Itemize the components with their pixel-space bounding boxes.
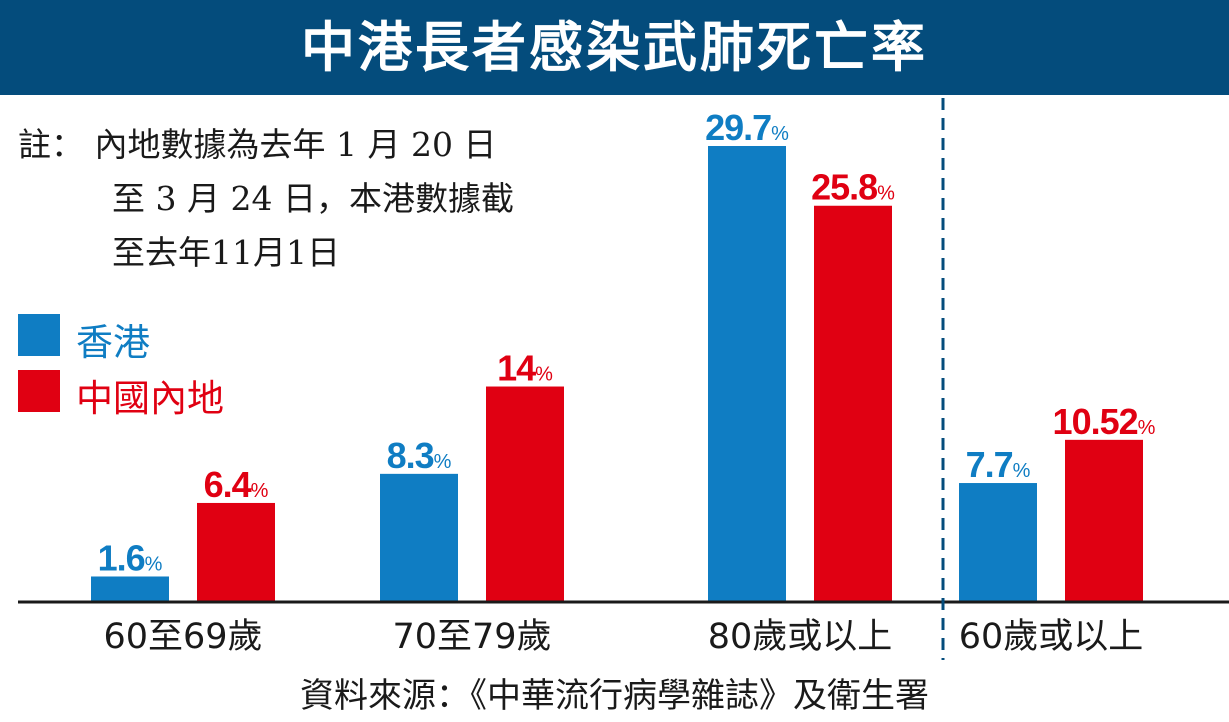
bar-mainland-1	[486, 386, 564, 601]
legend-label-hong-kong: 香港	[76, 321, 150, 364]
note-line-3: 至去年11月1日	[112, 233, 340, 272]
bar-hong-kong-2	[708, 146, 786, 601]
legend-swatch-mainland	[18, 370, 60, 412]
bar-mainland-3	[1065, 439, 1143, 601]
data-label-hong-kong-0: 1.6%	[98, 537, 163, 578]
x-tick-label-1: 70至79歲	[392, 617, 551, 657]
note-line-1: 註： 內地數據為去年 1 月 20 日	[18, 125, 497, 164]
x-tick-label-0: 60至69歲	[103, 617, 262, 657]
data-label-mainland-0: 6.4%	[204, 464, 269, 505]
data-label-hong-kong-1: 8.3%	[387, 435, 452, 476]
note-line-2: 至 3 月 24 日，本港數據截	[112, 179, 514, 218]
data-label-mainland-3: 10.52%	[1053, 401, 1156, 442]
x-tick-label-2: 80歲或以上	[708, 617, 893, 657]
bar-hong-kong-3	[959, 483, 1037, 601]
data-label-hong-kong-2: 29.7%	[705, 107, 789, 148]
title-bar	[0, 0, 1229, 95]
chart-title: 中港長者感染武肺死亡率	[301, 15, 928, 79]
data-label-mainland-2: 25.8%	[811, 167, 895, 208]
source-note: 資料來源：《中華流行病學雜誌》及衛生署	[300, 676, 929, 716]
data-label-mainland-1: 14%	[497, 348, 553, 389]
bar-hong-kong-0	[91, 576, 169, 601]
bar-mainland-2	[814, 205, 892, 601]
bar-mainland-0	[197, 502, 275, 601]
legend-swatch-hong-kong	[18, 314, 60, 356]
bar-hong-kong-1	[380, 473, 458, 601]
x-tick-label-3: 60歲或以上	[959, 617, 1144, 657]
data-label-hong-kong-3: 7.7%	[966, 444, 1031, 485]
legend-label-mainland: 中國內地	[76, 377, 224, 420]
